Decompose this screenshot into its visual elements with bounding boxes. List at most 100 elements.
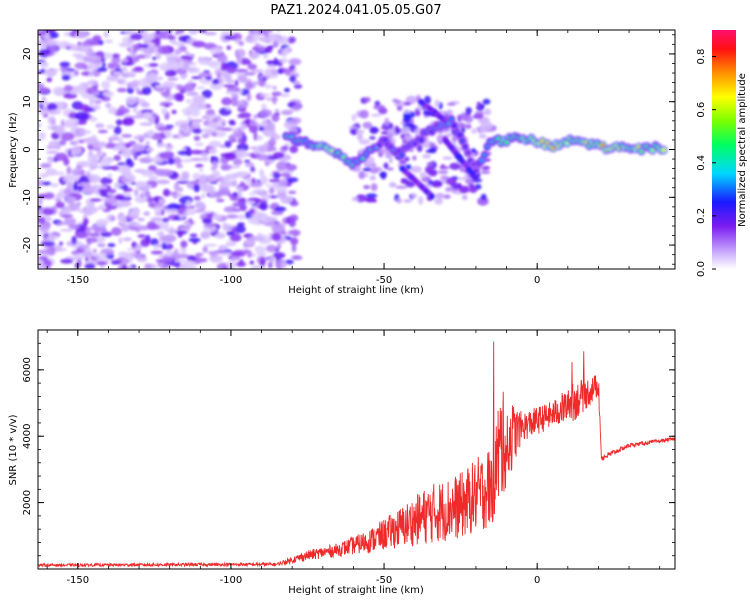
heatmap-speckle — [201, 128, 212, 133]
colorbar-tick-label: 0.4 — [696, 155, 707, 171]
spectrogram-heatmap — [38, 30, 668, 269]
heatmap-speckle — [46, 102, 58, 111]
heatmap-speckle — [369, 175, 376, 181]
heatmap-speckle — [98, 204, 107, 210]
heatmap-speckle — [428, 147, 437, 154]
snr-xlabel: Height of straight line (km) — [288, 585, 424, 596]
heatmap-speckle — [212, 170, 221, 178]
heatmap-speckle — [137, 234, 146, 238]
heatmap-speckle — [474, 111, 485, 116]
heatmap-speckle — [89, 198, 102, 202]
heatmap-speckle — [188, 30, 199, 35]
heatmap-speckle — [179, 59, 193, 63]
heatmap-speckle — [465, 124, 472, 129]
heatmap-speckle — [42, 241, 56, 247]
heatmap-speckle — [216, 53, 228, 63]
heatmap-speckle — [451, 138, 456, 142]
heatmap-speckle — [69, 44, 82, 52]
heatmap-speckle — [480, 193, 487, 201]
heatmap-speckle — [75, 111, 87, 121]
heatmap-speckle — [38, 131, 47, 141]
heatmap-speckle — [173, 193, 184, 197]
heatmap-speckle — [189, 180, 199, 185]
heatmap-speckle — [253, 114, 258, 120]
heatmap-speckle — [261, 103, 267, 111]
heatmap-speckle — [148, 175, 158, 181]
heatmap-speckle — [363, 185, 370, 190]
heatmap-speckle — [186, 255, 196, 262]
heatmap-speckle — [209, 254, 223, 263]
heatmap-speckle — [207, 250, 218, 255]
heatmap-ridge — [471, 173, 478, 180]
heatmap-speckle — [156, 143, 167, 148]
heatmap-speckle — [410, 166, 423, 173]
heatmap-speckle — [59, 139, 67, 146]
heatmap-speckle — [180, 123, 190, 129]
heatmap-speckle — [126, 247, 141, 251]
heatmap-speckle — [42, 49, 51, 55]
heatmap-speckle — [244, 162, 255, 168]
heatmap-speckle — [68, 224, 80, 230]
heatmap-speckle — [164, 53, 179, 59]
heatmap-speckle — [272, 252, 286, 259]
heatmap-speckle — [115, 119, 123, 126]
heatmap-speckle — [441, 176, 449, 180]
heatmap-speckle — [259, 257, 266, 267]
heatmap-ridge — [449, 117, 454, 121]
heatmap-speckle — [80, 47, 89, 53]
heatmap-speckle — [147, 129, 155, 138]
colorbar-gradient — [712, 30, 736, 269]
heatmap-speckle — [106, 74, 120, 82]
heatmap-speckle — [411, 193, 418, 199]
heatmap-speckle — [291, 117, 302, 125]
heatmap-speckle — [46, 150, 59, 154]
heatmap-speckle — [82, 221, 88, 226]
heatmap-speckle — [129, 46, 134, 52]
heatmap-speckle — [236, 57, 242, 66]
heatmap-speckle — [193, 184, 201, 193]
x-tick-label: 0 — [534, 575, 540, 586]
heatmap-speckle — [471, 148, 476, 154]
heatmap-speckle — [96, 261, 108, 266]
heatmap-speckle — [39, 41, 47, 50]
heatmap-speckle — [370, 113, 382, 117]
heatmap-speckle — [121, 134, 133, 138]
heatmap-speckle — [107, 62, 121, 69]
heatmap-speckle — [235, 187, 244, 191]
y-tick-label: 20 — [22, 48, 33, 61]
heatmap-speckle — [167, 77, 179, 81]
heatmap-speckle — [201, 133, 210, 139]
heatmap-speckle — [268, 178, 281, 183]
heatmap-ridge — [504, 140, 509, 144]
heatmap-speckle — [61, 74, 71, 81]
heatmap-speckle — [184, 106, 198, 113]
heatmap-speckle — [399, 159, 405, 164]
heatmap-speckle — [190, 91, 199, 96]
heatmap-speckle — [247, 63, 257, 70]
heatmap-speckle — [193, 209, 204, 213]
heatmap-speckle — [412, 155, 417, 161]
heatmap-speckle — [59, 61, 71, 68]
snr-panel: -150 -100 -50 0 2000 4000 6000 Height of strai… — [8, 329, 676, 596]
heatmap-speckle — [237, 104, 244, 110]
heatmap-speckle — [167, 229, 179, 234]
heatmap-speckle — [272, 152, 285, 159]
heatmap-speckle — [380, 125, 387, 130]
heatmap-ridge — [474, 169, 479, 173]
heatmap-speckle — [245, 200, 256, 205]
heatmap-speckle — [99, 226, 107, 234]
heatmap-speckle — [369, 168, 379, 174]
heatmap-speckle — [291, 231, 300, 237]
heatmap-speckle — [277, 193, 287, 199]
heatmap-speckle — [38, 223, 50, 233]
heatmap-speckle — [176, 180, 190, 184]
heatmap-speckle — [236, 149, 248, 159]
heatmap-speckle — [135, 180, 145, 190]
heatmap-speckle — [122, 264, 128, 269]
heatmap-speckle — [246, 249, 253, 258]
heatmap-speckle — [293, 84, 303, 89]
heatmap-speckle — [272, 85, 277, 91]
heatmap-speckle — [124, 30, 136, 36]
heatmap-speckle — [139, 157, 147, 164]
